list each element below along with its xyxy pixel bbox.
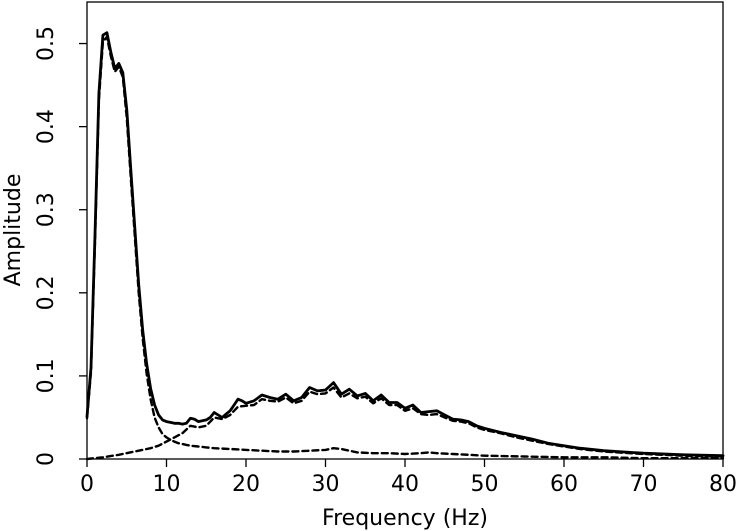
x-tick-label: 10 <box>153 472 181 497</box>
y-tick-label: 0.4 <box>34 109 59 144</box>
y-tick-label: 0.5 <box>34 26 59 61</box>
y-tick-label: 0.1 <box>34 358 59 393</box>
x-tick-label: 40 <box>391 472 419 497</box>
x-tick-label: 0 <box>80 472 94 497</box>
x-tick-label: 80 <box>709 472 737 497</box>
y-tick-label: 0 <box>34 452 59 466</box>
dashed-series-line-2 <box>85 386 725 461</box>
x-tick-label: 30 <box>312 472 340 497</box>
x-tick-label: 60 <box>550 472 578 497</box>
y-tick-label: 0.3 <box>34 192 59 227</box>
x-axis-label: Frequency (Hz) <box>322 506 488 531</box>
y-axis-ticks: 0 0.1 0.2 0.3 0.4 0.5 <box>34 26 87 466</box>
x-tick-label: 20 <box>232 472 260 497</box>
y-axis-label: Amplitude <box>1 174 26 287</box>
y-tick-label: 0.2 <box>34 275 59 310</box>
x-axis-ticks: 0 10 20 30 40 50 60 70 80 <box>80 459 737 497</box>
plot-frame <box>86 1 724 460</box>
dashed-series-line-1 <box>85 35 725 460</box>
x-tick-label: 70 <box>630 472 658 497</box>
solid-series-line <box>85 31 725 458</box>
series-layer <box>85 31 725 461</box>
x-tick-label: 50 <box>471 472 499 497</box>
